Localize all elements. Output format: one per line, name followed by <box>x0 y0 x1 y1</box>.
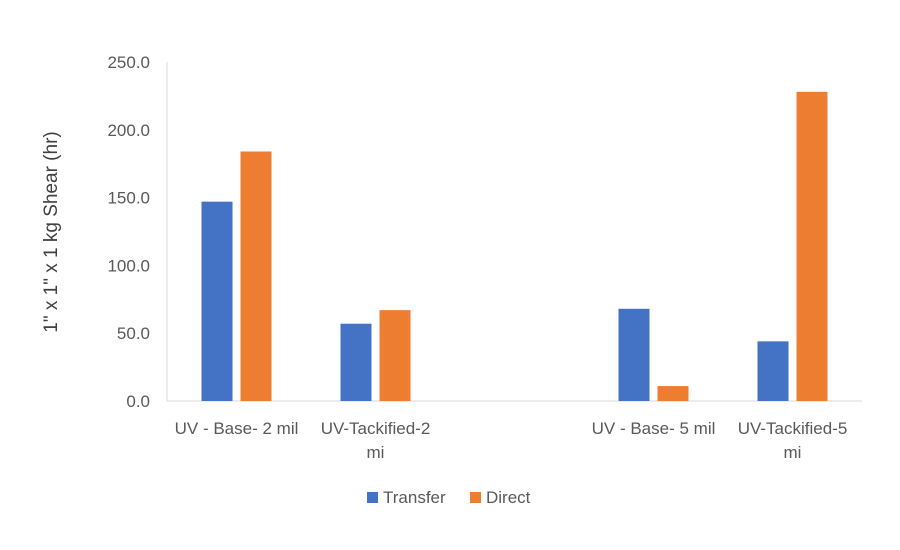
legend: Transfer Direct <box>367 488 531 507</box>
y-axis-title: 1" x 1" x 1 kg Shear (hr) <box>41 131 62 332</box>
bar-transfer-0 <box>201 201 233 401</box>
bar-direct-4 <box>796 91 828 401</box>
legend-label-direct: Direct <box>486 488 531 507</box>
y-tick-label: 250.0 <box>107 53 150 72</box>
bar-direct-0 <box>240 151 272 401</box>
legend-swatch-transfer <box>367 492 378 503</box>
x-category-label: mi <box>784 443 802 462</box>
x-category-label: UV - Base- 5 mil <box>592 419 716 438</box>
legend-swatch-direct <box>470 492 481 503</box>
x-axis-category-labels: UV - Base- 2 mil UV-Tackified-2 mi UV - Bas… <box>175 419 848 462</box>
x-category-label: UV - Base- 2 mil <box>175 419 299 438</box>
y-tick-label: 0.0 <box>126 392 150 411</box>
y-tick-label: 50.0 <box>117 324 150 343</box>
bar-direct-1 <box>379 310 411 401</box>
y-axis: 0.0 50.0 100.0 150.0 200.0 250.0 <box>107 53 150 411</box>
x-category-label: UV-Tackified-5 <box>738 419 848 438</box>
legend-label-transfer: Transfer <box>383 488 446 507</box>
bar-direct-3 <box>657 386 689 401</box>
bar-transfer-3 <box>618 308 650 401</box>
y-tick-label: 200.0 <box>107 121 150 140</box>
x-category-label: mi <box>367 443 385 462</box>
x-category-label: UV-Tackified-2 <box>321 419 431 438</box>
bar-transfer-1 <box>340 323 372 401</box>
bars <box>201 91 828 401</box>
y-tick-label: 100.0 <box>107 256 150 275</box>
y-tick-label: 150.0 <box>107 189 150 208</box>
bar-transfer-4 <box>757 341 789 401</box>
